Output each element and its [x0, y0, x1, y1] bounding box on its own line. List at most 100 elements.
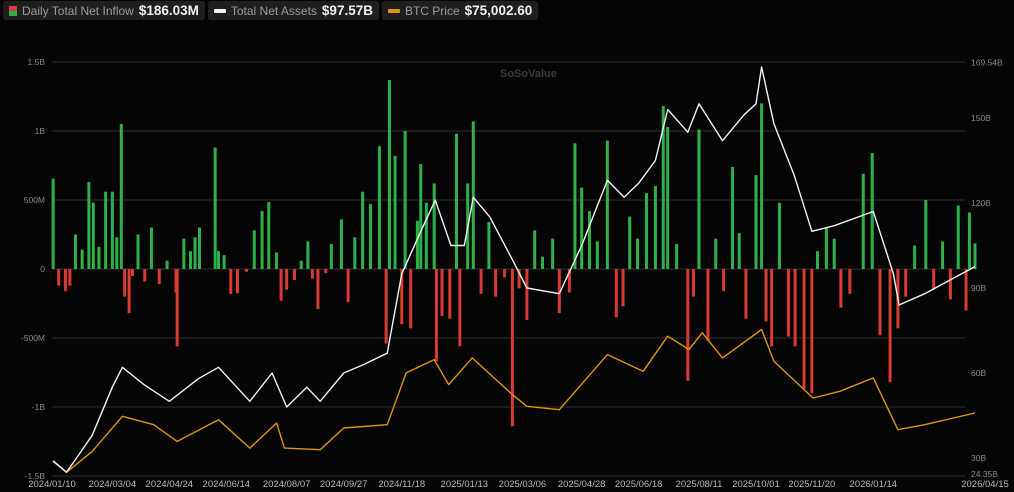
left-axis-tick: -1B — [32, 402, 46, 412]
inflow-bar — [573, 143, 577, 269]
inflow-bar — [824, 227, 828, 269]
legend-btc-value: $75,002.60 — [464, 3, 533, 18]
inflow-bar — [432, 183, 436, 269]
inflow-bar — [346, 269, 350, 303]
inflow-bar — [316, 269, 320, 310]
inflow-bar — [229, 269, 233, 294]
right-axis-tick: 150B — [971, 113, 991, 123]
inflow-bar — [587, 211, 591, 269]
legend-item-btc[interactable]: BTC Price $75,002.60 — [381, 1, 539, 20]
inflow-bar — [73, 234, 77, 269]
inflow-bar — [494, 269, 498, 297]
inflow-bar — [244, 269, 248, 272]
inflow-bar — [661, 106, 665, 269]
inflow-bar — [675, 244, 679, 269]
inflow-bar — [614, 269, 618, 318]
inflow-bar — [329, 244, 333, 269]
btc-price-line — [52, 328, 976, 473]
inflow-bar — [165, 260, 169, 269]
inflow-bar — [848, 269, 852, 294]
right-axis-tick: 120B — [971, 198, 991, 208]
x-axis-tick: 2025/06/18 — [615, 479, 663, 490]
inflow-bar — [193, 237, 197, 269]
inflow-bar — [764, 269, 768, 322]
inflow-bar — [115, 237, 119, 269]
inflow-bar — [216, 251, 220, 269]
inflow-bar — [324, 269, 328, 274]
inflow-bar — [384, 269, 388, 344]
legend-item-assets[interactable]: Total Net Assets $97.57B — [207, 1, 379, 20]
inflow-bar — [580, 187, 584, 269]
inflow-bar — [802, 269, 806, 390]
x-axis-tick: 2026/04/15 — [961, 479, 1009, 490]
inflow-bar — [666, 126, 670, 269]
inflow-bar — [127, 269, 131, 314]
inflow-bar — [503, 269, 507, 278]
inflow-bar — [479, 269, 483, 294]
inflow-bar — [810, 269, 814, 394]
inflow-bar — [440, 269, 444, 316]
x-axis-tick: 2024/04/24 — [146, 479, 194, 490]
inflow-bar — [51, 178, 55, 269]
x-axis-tick: 2024/08/07 — [263, 479, 311, 490]
inflow-bar — [621, 269, 625, 307]
inflow-bar — [525, 269, 529, 321]
inflow-bar — [471, 121, 475, 269]
right-axis-tick: 90B — [971, 283, 986, 293]
inflow-bar — [104, 191, 108, 269]
inflow-bar — [424, 202, 428, 269]
inflow-bar — [913, 245, 917, 269]
inflow-bar — [815, 251, 819, 269]
inflow-bar — [964, 269, 968, 311]
inflow-bar — [870, 153, 874, 269]
inflow-bar — [904, 269, 908, 297]
x-axis-tick: 2024/09/27 — [320, 479, 368, 490]
inflow-bar — [91, 202, 95, 269]
inflow-bar — [932, 269, 936, 290]
inflow-bar — [533, 230, 537, 269]
inflow-bar — [517, 269, 521, 289]
inflow-bar — [793, 269, 797, 347]
inflow-bar — [377, 146, 381, 269]
inflow-bar — [339, 219, 343, 269]
inflow-bar — [557, 269, 561, 314]
inflow-bar — [260, 211, 264, 269]
inflow-bar — [628, 216, 632, 269]
inflow-bar — [213, 147, 217, 269]
inflow-bar — [353, 237, 357, 269]
legend-item-flow[interactable]: Daily Total Net Inflow $186.03M — [3, 1, 205, 20]
inflow-bar — [292, 269, 296, 281]
inflow-bar — [653, 186, 657, 269]
x-axis-tick: 2025/01/13 — [441, 479, 489, 490]
inflow-bar — [299, 260, 303, 269]
legend-flow-value: $186.03M — [138, 3, 199, 18]
inflow-bar — [80, 249, 84, 269]
watermark: SoSoValue — [500, 68, 557, 80]
inflow-bar — [697, 129, 701, 269]
inflow-bar — [760, 103, 764, 270]
inflow-bar — [487, 222, 491, 269]
inflow-bar — [644, 193, 648, 269]
right-axis-tick: 24.35B — [971, 469, 998, 479]
x-axis-tick: 2025/08/11 — [676, 479, 723, 490]
inflow-bar — [458, 269, 462, 347]
legend: Daily Total Net Inflow $186.03M Total Ne… — [3, 1, 539, 20]
btc-swatch-icon — [387, 8, 400, 13]
inflow-bar — [510, 269, 514, 427]
x-axis-tick: 2026/01/14 — [850, 479, 898, 490]
inflow-bar — [770, 269, 774, 347]
inflow-bar — [175, 269, 179, 347]
left-axis-tick: 1.5B — [28, 57, 46, 67]
left-axis-tick: 500M — [24, 195, 45, 205]
inflow-bar — [306, 241, 310, 269]
inflow-bar — [722, 269, 726, 292]
inflow-bar — [222, 255, 226, 269]
left-axis-tick: -500M — [21, 333, 45, 343]
right-axis-tick: 60B — [971, 368, 986, 378]
flow-swatch-icon — [9, 5, 17, 16]
inflow-bar — [87, 182, 91, 269]
left-axis-tick: 1B — [35, 126, 46, 136]
inflow-bar — [786, 269, 790, 337]
inflow-bar — [714, 238, 718, 269]
